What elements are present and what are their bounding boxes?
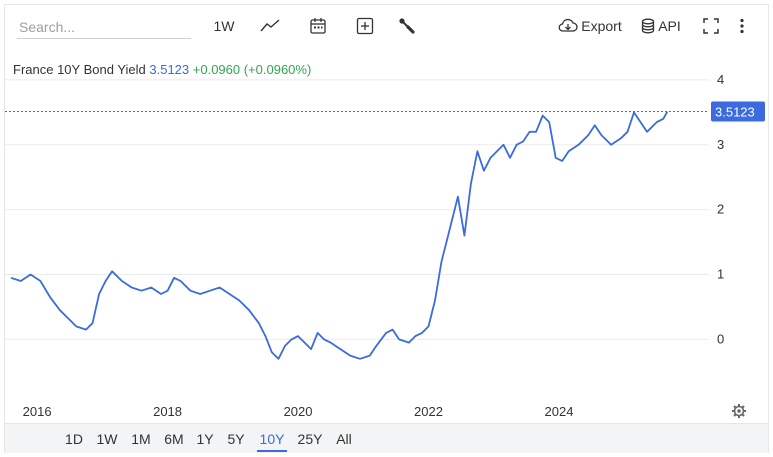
range-button-6m[interactable]: 6M <box>164 431 184 447</box>
y-tick-label: 1 <box>717 267 724 282</box>
x-tick-label: 2020 <box>284 404 313 419</box>
last-value-badge: 3.5123 <box>711 101 765 122</box>
x-tick-label: 2016 <box>23 404 52 419</box>
range-button-1d[interactable]: 1D <box>65 431 83 447</box>
legend-last-value: 3.5123 <box>149 62 190 77</box>
add-indicator-button[interactable] <box>352 13 378 39</box>
legend-change: +0.0960 (+0.0960%) <box>192 62 312 77</box>
search-input[interactable] <box>17 15 191 39</box>
x-tick-label: 2024 <box>545 404 574 419</box>
calendar-icon <box>310 18 326 34</box>
y-axis: 0 1 2 3 4 <box>717 72 724 346</box>
x-tick-label: 2022 <box>414 404 443 419</box>
legend-series-name: France 10Y Bond Yield <box>13 62 146 77</box>
range-button-1y[interactable]: 1Y <box>196 431 214 447</box>
chart-type-button[interactable] <box>257 13 283 39</box>
last-value-label: 3.5123 <box>715 105 755 120</box>
range-selector: 1D 1W 1M 6M 1Y 5Y 10Y 25Y All <box>5 423 768 453</box>
series-line-france-10y <box>10 111 669 360</box>
toolbar: 1W <box>5 5 770 45</box>
wrench-icon <box>399 18 415 34</box>
range-button-all[interactable]: All <box>336 431 352 447</box>
interval-button[interactable]: 1W <box>213 18 235 34</box>
export-label: Export <box>581 18 622 34</box>
range-button-10y[interactable]: 10Y <box>257 430 287 452</box>
y-tick-label: 2 <box>717 202 724 217</box>
y-tick-label: 4 <box>717 72 724 87</box>
y-tick-label: 0 <box>717 331 724 346</box>
line-chart-icon <box>260 19 280 32</box>
range-button-5y[interactable]: 5Y <box>227 431 245 447</box>
cloud-download-icon <box>558 18 578 32</box>
api-button[interactable]: API <box>639 13 683 39</box>
x-tick-label: 2018 <box>153 404 182 419</box>
chart-widget: 1W <box>4 4 769 453</box>
api-label: API <box>658 18 681 34</box>
range-button-25y[interactable]: 25Y <box>297 431 323 447</box>
more-options-button[interactable] <box>735 13 749 39</box>
plus-square-icon <box>356 17 374 35</box>
range-button-1m[interactable]: 1M <box>131 431 151 447</box>
x-axis: 2016 2018 2020 2022 2024 <box>23 404 574 419</box>
y-tick-label: 3 <box>717 137 724 152</box>
fullscreen-icon <box>703 18 719 34</box>
kebab-menu-icon <box>740 18 744 34</box>
fullscreen-button[interactable] <box>700 13 722 39</box>
settings-tools-button[interactable] <box>394 13 420 39</box>
chart-settings-button[interactable] <box>732 404 746 418</box>
range-button-1w[interactable]: 1W <box>96 431 118 447</box>
export-button[interactable]: Export <box>557 13 623 39</box>
grid-lines <box>5 79 709 340</box>
chart-plot[interactable]: 2016 2018 2020 2022 2024 0 1 2 3 4 3.5123 <box>5 41 768 421</box>
chart-legend: France 10Y Bond Yield 3.5123 +0.0960 (+0… <box>13 62 311 77</box>
calendar-button[interactable] <box>305 13 331 39</box>
database-icon <box>642 18 655 34</box>
